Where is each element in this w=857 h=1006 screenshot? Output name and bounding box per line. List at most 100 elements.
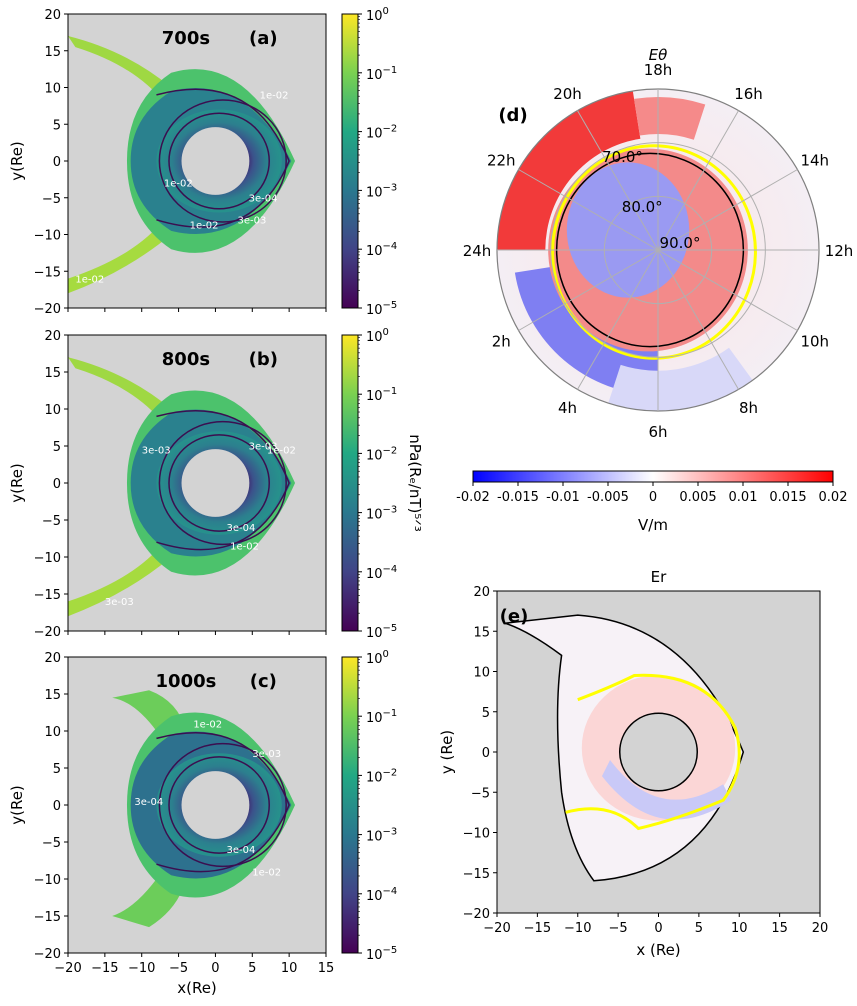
mlt-gridline bbox=[518, 169, 659, 251]
mlt-label: 8h bbox=[739, 399, 758, 417]
y-tick-label: 5 bbox=[53, 440, 61, 455]
y-tick-label: 0 bbox=[53, 799, 61, 814]
x-tick-label: 10 bbox=[281, 961, 298, 976]
y-tick-label: −15 bbox=[34, 588, 61, 603]
y-tick-label: 10 bbox=[473, 666, 490, 681]
y-tick-label: 15 bbox=[473, 625, 490, 640]
colorbar-tick-label: 10−3 bbox=[366, 182, 397, 200]
colorbar-tick-label: 10−2 bbox=[366, 767, 397, 785]
colorbar-tick-label: 0.005 bbox=[679, 490, 716, 505]
contour-label: 3e-04 bbox=[134, 797, 163, 808]
colorbar-tick-label: -0.01 bbox=[546, 490, 580, 505]
panel-d-polar: 18h 16h 14h 12h 10h 8h 6h 4h 2h 24h 22h 20h 70.0° 80.… bbox=[463, 46, 854, 441]
y-tick-label: 5 bbox=[53, 118, 61, 133]
mlt-gridline bbox=[657, 249, 798, 331]
y-tick-label: 10 bbox=[44, 82, 61, 97]
y-tick-label: 15 bbox=[44, 688, 61, 703]
y-tick-label: −15 bbox=[34, 910, 61, 925]
mlt-gridline bbox=[657, 249, 739, 390]
x-tick-label: 15 bbox=[771, 921, 788, 936]
plasma-tail-north bbox=[68, 357, 172, 424]
time-label: 1000s bbox=[156, 671, 217, 692]
y-tick-label: −10 bbox=[463, 827, 490, 842]
colorbar bbox=[472, 470, 834, 483]
mlt-label: 12h bbox=[825, 242, 854, 260]
y-tick-label: −5 bbox=[42, 514, 61, 529]
colorbar bbox=[341, 13, 359, 309]
y-tick-label: −10 bbox=[34, 873, 61, 888]
contour-line bbox=[168, 756, 270, 854]
y-tick-label: −20 bbox=[463, 907, 490, 922]
mlt-label: 6h bbox=[648, 423, 667, 441]
contour-label: 3e-03 bbox=[249, 442, 278, 453]
latitude-label: 70.0° bbox=[602, 148, 643, 166]
x-tick-label: 5 bbox=[695, 921, 703, 936]
inner-boundary bbox=[181, 771, 250, 839]
contour-line bbox=[158, 742, 287, 868]
mlt-label: 14h bbox=[800, 152, 829, 170]
x-tick-label: 0 bbox=[211, 961, 219, 976]
colorbar bbox=[341, 334, 359, 632]
contour-label: 3e-04 bbox=[226, 845, 255, 856]
panel-label: (b) bbox=[249, 349, 278, 370]
y-tick-label: −20 bbox=[34, 947, 61, 962]
y-tick-label: −15 bbox=[34, 265, 61, 280]
y-tick-label: −5 bbox=[42, 192, 61, 207]
colorbar-tick-label: 10−2 bbox=[366, 445, 397, 463]
y-tick-label: 5 bbox=[482, 706, 490, 721]
colorbar-tick-label: 100 bbox=[366, 6, 389, 24]
colorbar-tick-label: 10−4 bbox=[366, 241, 397, 259]
colorbar-tick-label: 100 bbox=[366, 649, 389, 667]
y-tick-label: −20 bbox=[34, 625, 61, 640]
panel-a: 1e-02 1e-02 1e-02 3e-04 3e-03 1e-02 −20 −15 −10 −… bbox=[8, 6, 397, 318]
x-tick-label: −5 bbox=[609, 921, 628, 936]
x-tick-label: 0 bbox=[654, 921, 662, 936]
efield-band bbox=[497, 90, 641, 250]
y-axis-label: y(Re) bbox=[8, 141, 26, 181]
colorbar-tick-label: 0.015 bbox=[769, 490, 806, 505]
contour-label: 3e-03 bbox=[252, 749, 281, 760]
contour-label: 1e-02 bbox=[230, 542, 259, 553]
contour-line bbox=[156, 731, 290, 873]
x-tick-label: 5 bbox=[248, 961, 256, 976]
y-axis-label: y(Re) bbox=[8, 463, 26, 503]
contour-label: 1e-02 bbox=[190, 221, 219, 232]
contour-label: 1e-02 bbox=[260, 91, 289, 102]
contour-label: 3e-04 bbox=[249, 193, 278, 204]
mlt-label: 18h bbox=[644, 61, 673, 79]
latitude-label: 90.0° bbox=[660, 234, 701, 252]
colorbar-label: V/m bbox=[638, 516, 668, 534]
contour-line bbox=[156, 88, 290, 228]
colorbar-tick-label: 10−5 bbox=[366, 300, 397, 318]
panel-label: (a) bbox=[249, 28, 278, 49]
mlt-label: 16h bbox=[734, 85, 763, 103]
colorbar-label: nPa(Rₑ/nT)⁵ᐟ³ bbox=[406, 434, 424, 532]
y-tick-label: 20 bbox=[473, 585, 490, 600]
x-tick-label: 20 bbox=[812, 921, 829, 936]
latitude-label: 80.0° bbox=[622, 198, 663, 216]
chart-title: Er bbox=[651, 568, 667, 586]
mlt-label: 24h bbox=[463, 242, 492, 260]
panel-b: 3e-031e-023e-033e-041e-023e-03−20−15−10−… bbox=[8, 327, 424, 641]
contour-label: 3e-03 bbox=[142, 445, 171, 456]
plasma-tail-north bbox=[68, 36, 172, 103]
er-negative bbox=[601, 760, 732, 820]
inner-boundary bbox=[618, 712, 699, 792]
contour-line bbox=[168, 112, 270, 210]
polar-title: Eθ bbox=[649, 46, 668, 64]
colorbar-tick-label: 100 bbox=[366, 327, 389, 345]
contour-label: 1e-02 bbox=[75, 274, 104, 285]
time-label: 700s bbox=[162, 28, 210, 49]
colorbar-tick-label: 10−1 bbox=[366, 65, 397, 83]
x-tick-label: −15 bbox=[524, 921, 551, 936]
colorbar bbox=[341, 656, 359, 954]
y-tick-label: −10 bbox=[34, 551, 61, 566]
boundary-curve bbox=[551, 144, 757, 360]
efield-band bbox=[608, 347, 753, 411]
colorbar-tick-label: 10−3 bbox=[366, 827, 397, 845]
y-tick-label: 0 bbox=[53, 155, 61, 170]
y-tick-label: −10 bbox=[34, 229, 61, 244]
colorbar-tick-label: 10−1 bbox=[366, 386, 397, 404]
x-tick-label: −20 bbox=[54, 961, 81, 976]
contour-label: 1e-02 bbox=[252, 867, 281, 878]
